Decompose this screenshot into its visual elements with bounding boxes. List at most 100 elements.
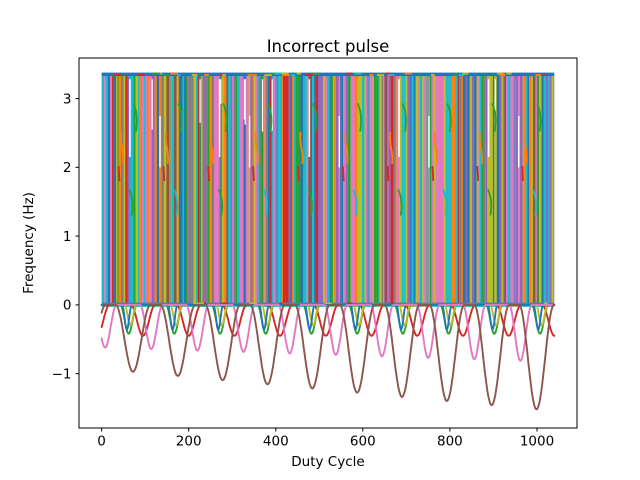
y-tick-label: 3 bbox=[63, 91, 72, 107]
red-dash bbox=[162, 165, 166, 182]
stripe bbox=[282, 75, 286, 305]
stripe bbox=[151, 75, 155, 305]
top-cap-accent bbox=[191, 74, 197, 76]
band-gap bbox=[487, 79, 490, 157]
top-cap-accent bbox=[152, 72, 161, 75]
stripe bbox=[127, 75, 130, 305]
green-arc bbox=[446, 102, 452, 132]
stripe bbox=[230, 75, 233, 305]
stripe bbox=[551, 75, 554, 305]
top-cap-accent bbox=[137, 74, 145, 76]
stripe bbox=[388, 75, 391, 305]
stripe bbox=[156, 75, 160, 305]
top-cap-accent bbox=[376, 74, 384, 76]
top-cap-accent bbox=[499, 74, 506, 76]
stripe bbox=[295, 75, 298, 305]
green-arc bbox=[356, 102, 362, 132]
top-cap-accent bbox=[170, 72, 178, 75]
red-dash bbox=[252, 165, 255, 182]
x-tick-label: 0 bbox=[97, 434, 106, 450]
top-cap-accent bbox=[345, 72, 353, 75]
stripe bbox=[457, 75, 460, 305]
stripe bbox=[121, 75, 124, 305]
stripe bbox=[202, 75, 206, 305]
top-cap-accent bbox=[404, 72, 412, 75]
top-cap-accent bbox=[311, 72, 320, 75]
stripe bbox=[520, 75, 523, 305]
stripe bbox=[383, 75, 385, 305]
mid-arc bbox=[531, 189, 537, 216]
stripe bbox=[266, 75, 268, 305]
orange-wisp bbox=[164, 131, 170, 165]
stripe bbox=[112, 75, 114, 305]
stripe bbox=[306, 75, 309, 305]
bottom-cap-accent bbox=[273, 302, 279, 305]
stripe bbox=[329, 75, 331, 305]
stripe bbox=[418, 75, 420, 305]
stripe bbox=[541, 75, 544, 305]
stripe bbox=[429, 75, 432, 305]
stripe bbox=[327, 75, 330, 305]
stripe bbox=[510, 75, 514, 305]
orange-wisp bbox=[478, 131, 483, 165]
stripe bbox=[269, 75, 272, 305]
stripe bbox=[407, 75, 411, 305]
stripe bbox=[476, 75, 479, 305]
stripe bbox=[443, 75, 447, 305]
stripe bbox=[250, 75, 253, 305]
dip-series-brown bbox=[100, 303, 556, 411]
stripe bbox=[257, 75, 259, 305]
band-gap bbox=[243, 79, 245, 120]
stripe bbox=[362, 75, 365, 305]
orange-wisp bbox=[299, 131, 304, 165]
stripe bbox=[438, 75, 442, 305]
stripe bbox=[529, 75, 532, 305]
stripe bbox=[142, 75, 145, 305]
stripe bbox=[277, 75, 280, 305]
top-cap-accent bbox=[506, 72, 512, 75]
stripe bbox=[226, 75, 229, 305]
stripe bbox=[260, 75, 264, 305]
stripe bbox=[267, 75, 270, 305]
stripe bbox=[345, 75, 348, 305]
plot-frame bbox=[78, 57, 578, 429]
stripe bbox=[147, 75, 150, 305]
stripe bbox=[324, 75, 328, 305]
stripe bbox=[213, 75, 217, 305]
stripe bbox=[264, 75, 267, 305]
band-gap bbox=[159, 115, 161, 168]
stripe bbox=[387, 75, 389, 305]
stripe bbox=[527, 75, 530, 305]
stripe bbox=[535, 75, 537, 305]
stripe bbox=[149, 75, 153, 305]
stripe bbox=[546, 75, 549, 305]
stripe bbox=[173, 75, 177, 305]
bottom-cap-accent bbox=[430, 302, 438, 305]
stripe bbox=[424, 75, 426, 305]
stripe bbox=[332, 75, 335, 305]
top-cap-accent bbox=[177, 74, 181, 76]
band-gap bbox=[220, 79, 222, 104]
mid-arc bbox=[397, 189, 403, 216]
band-gap bbox=[518, 115, 520, 168]
stripe bbox=[125, 75, 128, 305]
bottom-cap-accent bbox=[220, 302, 229, 305]
stripe bbox=[304, 75, 307, 305]
red-dash bbox=[386, 165, 390, 182]
top-cap-accent bbox=[290, 74, 296, 76]
bottom-cap-accent bbox=[193, 302, 200, 305]
stripe bbox=[130, 75, 134, 305]
stripe bbox=[276, 75, 278, 305]
top-cap-accent bbox=[387, 74, 395, 76]
top-cap-accent bbox=[280, 72, 289, 75]
bottom-cap-accent bbox=[422, 302, 429, 305]
bottom-cap-accent bbox=[249, 302, 258, 305]
top-cap-accent bbox=[204, 74, 209, 76]
stripe bbox=[320, 75, 324, 305]
stripe bbox=[506, 75, 508, 305]
stripe bbox=[316, 75, 319, 305]
stripe bbox=[465, 75, 468, 305]
mid-arc bbox=[217, 189, 224, 216]
